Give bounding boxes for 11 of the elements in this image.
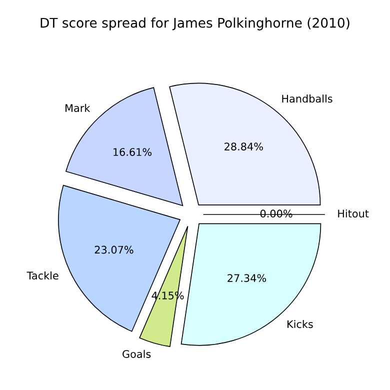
data-label: 16.61% <box>114 148 152 156</box>
chart-title: DT score spread for James Polkinghorne (2010) <box>40 18 350 30</box>
data-label: 27.34% <box>228 274 266 282</box>
data-label: 28.84% <box>224 142 263 150</box>
slice-label: Kicks <box>288 320 313 328</box>
slice-label: Handballs <box>282 94 332 103</box>
data-label: 23.07% <box>94 246 134 254</box>
slice-label: Goals <box>122 350 151 358</box>
slice-label: Mark <box>66 104 90 112</box>
slice-label: Tackle <box>26 271 58 280</box>
category-label: Hitout <box>338 209 369 218</box>
